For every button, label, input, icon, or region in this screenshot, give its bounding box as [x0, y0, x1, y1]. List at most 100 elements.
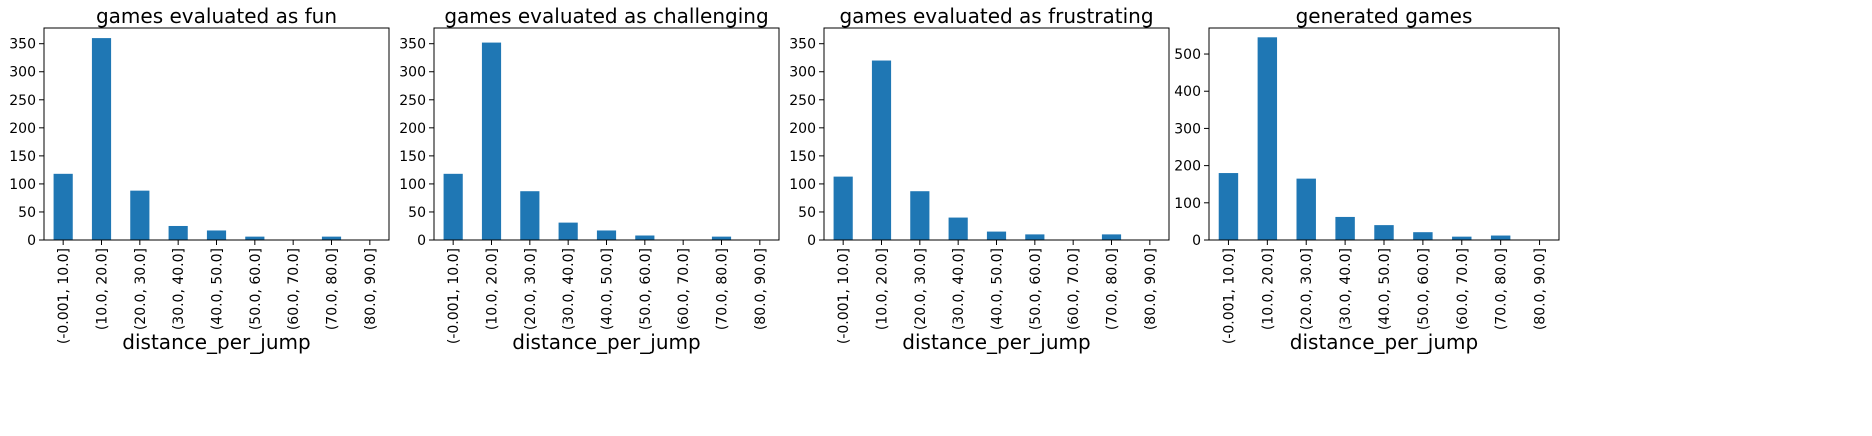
x-tick-label: (80.0, 90.0] — [1143, 248, 1159, 330]
bar — [1490, 235, 1511, 240]
y-tick-label: 0 — [417, 233, 426, 249]
bar — [1296, 178, 1316, 240]
x-tick-label: (80.0, 90.0] — [1533, 248, 1549, 330]
bar — [520, 191, 540, 240]
bar — [91, 38, 112, 240]
x-tick-label: (30.0, 40.0] — [951, 248, 967, 330]
y-tick-label: 150 — [789, 149, 816, 165]
x-tick-label: (10.0, 20.0] — [95, 248, 111, 330]
x-tick-label: (20.0, 30.0] — [133, 248, 149, 330]
x-tick-label: (30.0, 40.0] — [171, 248, 187, 330]
y-tick-label: 50 — [18, 205, 36, 221]
y-tick-label: 0 — [807, 233, 816, 249]
x-tick-label: (70.0, 80.0] — [715, 248, 731, 330]
bar — [206, 230, 227, 240]
x-tick-label: (70.0, 80.0] — [325, 248, 341, 330]
chart-panel-3: games evaluated as frustrating 0 50 100 150 2… — [789, 4, 1170, 354]
bar — [948, 217, 968, 240]
x-tick-label: (-0.001, 10.0] — [836, 248, 852, 344]
x-tick-label: (50.0, 60.0] — [638, 248, 654, 330]
y-tick-label: 50 — [798, 205, 816, 221]
bar — [910, 191, 930, 240]
x-axis-label: distance_per_jump — [122, 330, 310, 354]
y-tick-label: 300 — [1174, 121, 1201, 137]
y-tick-label: 200 — [399, 121, 426, 137]
x-tick-label: (80.0, 90.0] — [753, 248, 769, 330]
x-axis-label: distance_per_jump — [902, 330, 1090, 354]
x-tick-label: (70.0, 80.0] — [1494, 248, 1510, 330]
x-tick-label: (30.0, 40.0] — [561, 248, 577, 330]
x-tick-label: (10.0, 20.0] — [875, 248, 891, 330]
x-axis-label: distance_per_jump — [1290, 330, 1478, 354]
y-tick-label: 250 — [789, 93, 816, 109]
bar — [1101, 234, 1122, 240]
chart-panel-2: games evaluated as challenging 0 50 100 150 2… — [399, 4, 780, 354]
x-tick-label: (40.0, 50.0] — [600, 248, 616, 330]
bar — [130, 190, 150, 240]
y-tick-label: 350 — [9, 37, 36, 53]
x-tick-label: (-0.001, 10.0] — [1221, 248, 1237, 344]
y-tick-label: 300 — [9, 65, 36, 81]
x-tick-label: (30.0, 40.0] — [1338, 248, 1354, 330]
bar — [1218, 173, 1239, 240]
y-tick-label: 150 — [399, 149, 426, 165]
y-tick-label: 350 — [789, 37, 816, 53]
bar — [168, 225, 188, 240]
chart-title: games evaluated as challenging — [444, 4, 768, 28]
chart-panel-4: generated games 0 100 200 300 400 500 (-0.001, … — [1174, 4, 1560, 354]
chart-title: generated games — [1296, 4, 1473, 28]
y-tick-label: 100 — [1174, 196, 1201, 212]
y-tick-label: 250 — [399, 93, 426, 109]
x-tick-label: (70.0, 80.0] — [1105, 248, 1121, 330]
x-tick-label: (40.0, 50.0] — [990, 248, 1006, 330]
x-tick-label: (60.0, 70.0] — [1066, 248, 1082, 330]
x-tick-label: (10.0, 20.0] — [1260, 248, 1276, 330]
bar — [245, 236, 265, 240]
bar — [558, 222, 578, 240]
x-tick-label: (50.0, 60.0] — [1416, 248, 1432, 330]
x-tick-label: (10.0, 20.0] — [485, 248, 501, 330]
x-tick-label: (20.0, 30.0] — [913, 248, 929, 330]
bar — [833, 176, 853, 240]
bar — [596, 230, 617, 240]
x-tick-label: (60.0, 70.0] — [1455, 248, 1471, 330]
bar — [1257, 37, 1278, 240]
y-tick-label: 0 — [27, 233, 36, 249]
x-tick-label: (20.0, 30.0] — [523, 248, 539, 330]
y-tick-label: 300 — [789, 65, 816, 81]
y-tick-label: 100 — [399, 177, 426, 193]
bar — [1025, 234, 1045, 240]
x-tick-label: (40.0, 50.0] — [210, 248, 226, 330]
bar — [1452, 236, 1472, 240]
y-tick-label: 200 — [9, 121, 36, 137]
x-tick-label: (50.0, 60.0] — [1028, 248, 1044, 330]
x-tick-label: (50.0, 60.0] — [248, 248, 264, 330]
y-tick-label: 50 — [408, 205, 426, 221]
bar — [1374, 225, 1394, 240]
chart-title: games evaluated as frustrating — [839, 4, 1153, 28]
bar — [321, 236, 342, 240]
x-axis-label: distance_per_jump — [512, 330, 700, 354]
bar — [635, 235, 655, 240]
y-tick-label: 200 — [789, 121, 816, 137]
y-tick-label: 200 — [1174, 159, 1201, 175]
x-tick-label: (40.0, 50.0] — [1377, 248, 1393, 330]
bar — [1335, 216, 1355, 240]
chart-panel-1: games evaluated as fun 0 50 100 150 200 250 300… — [9, 4, 390, 354]
x-tick-label: (60.0, 70.0] — [286, 248, 302, 330]
bar — [53, 173, 73, 240]
y-tick-label: 500 — [1174, 47, 1201, 63]
bar — [1413, 232, 1433, 240]
bar — [711, 236, 732, 240]
bar — [871, 60, 892, 240]
y-tick-label: 400 — [1174, 84, 1201, 100]
bar — [443, 173, 463, 240]
y-tick-label: 100 — [789, 177, 816, 193]
y-tick-label: 100 — [9, 177, 36, 193]
y-tick-label: 150 — [9, 149, 36, 165]
bar — [986, 231, 1007, 240]
x-tick-label: (80.0, 90.0] — [363, 248, 379, 330]
y-tick-label: 300 — [399, 65, 426, 81]
